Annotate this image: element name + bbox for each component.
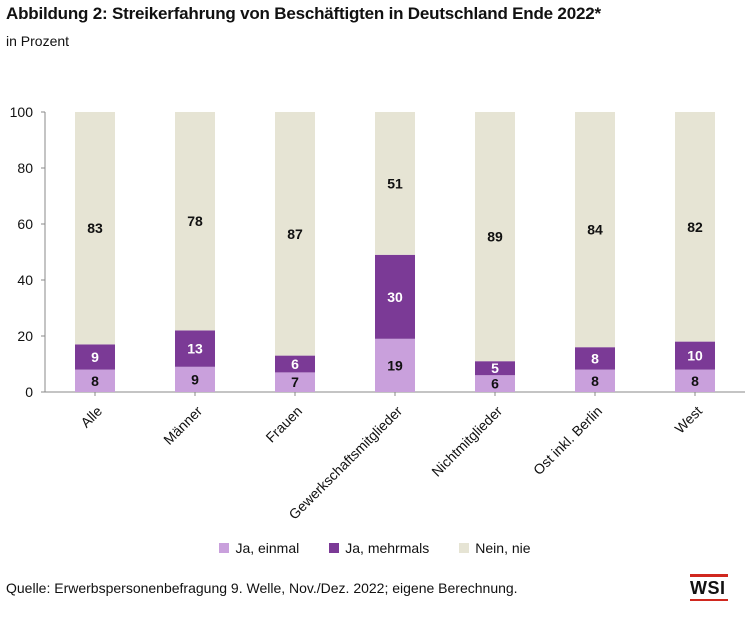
bar-segment [675, 112, 715, 342]
y-tick-label: 0 [25, 384, 33, 400]
x-tick-label: Männer [160, 403, 205, 448]
data-label: 6 [491, 376, 499, 392]
y-tick-label: 100 [10, 104, 34, 120]
bar-segment [175, 330, 215, 367]
data-label: 51 [387, 175, 403, 191]
bar-segment [275, 112, 315, 356]
bar-segment [75, 112, 115, 345]
bar-segment [375, 338, 415, 392]
legend-label-nein-nie: Nein, nie [475, 540, 531, 556]
bar-segment [575, 347, 615, 370]
legend-label-ja-mehrmals: Ja, mehrmals [345, 540, 430, 556]
x-tick-label: Frauen [262, 403, 305, 446]
bar-segment [575, 369, 615, 392]
data-label: 78 [187, 213, 203, 229]
data-label: 7 [291, 374, 299, 390]
data-label: 89 [487, 229, 503, 245]
source-note: Quelle: Erwerbspersonenbefragung 9. Well… [6, 580, 518, 596]
chart-subtitle: in Prozent [6, 33, 70, 49]
bar-segment [475, 361, 515, 376]
legend-item-ja-mehrmals: Ja, mehrmals [329, 540, 429, 556]
logo-underline [690, 599, 728, 601]
data-label: 8 [591, 350, 599, 366]
bar-segment [375, 112, 415, 255]
x-tick-label: Ost inkl. Berlin [530, 403, 605, 478]
data-label: 8 [691, 373, 699, 389]
legend-swatch-ja-mehrmals [329, 543, 340, 553]
y-tick-label: 60 [17, 216, 33, 232]
bar-segment [275, 355, 315, 373]
data-label: 84 [587, 222, 603, 238]
data-label: 13 [187, 341, 203, 357]
data-label: 8 [91, 373, 99, 389]
bar-segment [75, 344, 115, 370]
chart-title: Abbildung 2: Streikerfahrung von Beschäf… [6, 4, 601, 23]
logo-accent-bar [690, 574, 728, 577]
legend-label-ja-einmal: Ja, einmal [235, 540, 300, 556]
bar-segment [175, 112, 215, 331]
bar-segment [675, 341, 715, 370]
wsi-logo: WSI [690, 578, 726, 598]
bar-segment [575, 112, 615, 348]
bar-segment [675, 369, 715, 392]
data-label: 82 [687, 219, 703, 235]
data-label: 6 [291, 356, 299, 372]
data-label: 87 [287, 226, 303, 242]
data-label: 9 [91, 349, 99, 365]
legend-swatch-nein-nie [459, 543, 470, 553]
data-label: 8 [591, 373, 599, 389]
legend-item-nein-nie: Nein, nie [459, 540, 531, 556]
legend-swatch-ja-einmal [219, 543, 230, 553]
legend-item-ja-einmal: Ja, einmal [219, 540, 299, 556]
stacked-bar-chart: 0204060801008983Alle91378Männer7687Fraue… [10, 104, 745, 523]
data-label: 5 [491, 360, 499, 376]
x-tick-label: Gewerkschaftsmitglieder [285, 403, 405, 523]
bar-segment [475, 112, 515, 362]
bar-segment [375, 254, 415, 339]
x-tick-label: West [671, 403, 705, 437]
bar-segment [75, 369, 115, 392]
data-label: 19 [387, 357, 403, 373]
data-label: 9 [191, 371, 199, 387]
x-tick-label: Alle [77, 403, 105, 431]
y-tick-label: 40 [17, 272, 33, 288]
data-label: 83 [87, 220, 103, 236]
y-tick-label: 80 [17, 160, 33, 176]
data-label: 10 [687, 348, 703, 364]
bar-segment [275, 372, 315, 392]
x-tick-label: Nichtmitglieder [428, 403, 505, 480]
bar-segment [175, 366, 215, 392]
bar-segment [475, 375, 515, 392]
y-tick-label: 20 [17, 328, 33, 344]
legend: Ja, einmal Ja, mehrmals Nein, nie [0, 540, 750, 556]
data-label: 30 [387, 289, 403, 305]
